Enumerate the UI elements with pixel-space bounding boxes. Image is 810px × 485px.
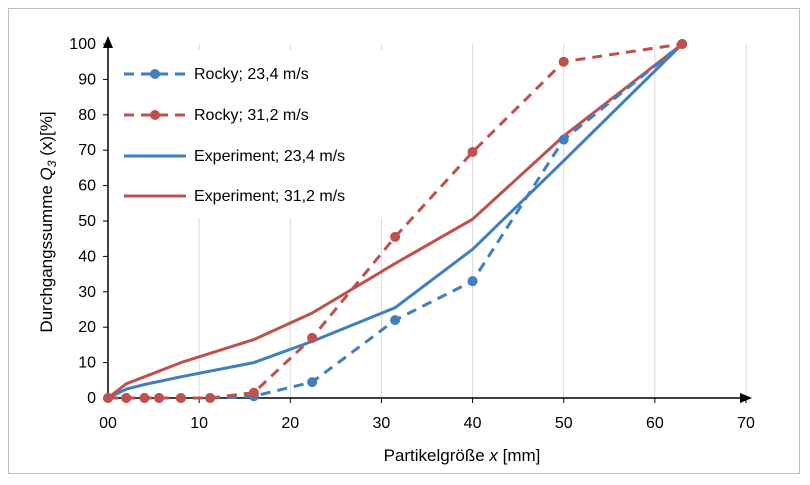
series-layer (103, 39, 688, 403)
legend-label: Rocky; 31,2 m/s (194, 107, 309, 124)
legend-marker (150, 110, 160, 120)
data-point (121, 393, 132, 403)
y-tick-label: 20 (78, 319, 96, 336)
legend-label: Rocky; 23,4 m/s (194, 66, 309, 83)
data-point (139, 393, 150, 403)
legend-marker (150, 69, 160, 79)
data-point (307, 332, 318, 343)
data-point (103, 393, 113, 403)
data-point (307, 377, 318, 388)
legend: Rocky; 23,4 m/s Rocky; 31,2 m/s Experiment… (113, 50, 383, 218)
data-point (154, 393, 165, 403)
series-line (108, 42, 684, 400)
x-tick-label: 00 (99, 415, 117, 432)
x-tick-label: 50 (555, 415, 573, 432)
legend-label: Experiment; 23,4 m/s (194, 148, 345, 165)
data-point (558, 134, 569, 145)
series-line (108, 42, 683, 400)
y-tick-label: 10 (78, 355, 96, 372)
y-tick-label: 0 (87, 390, 96, 407)
data-point (175, 393, 186, 403)
y-tick-label: 100 (69, 36, 96, 53)
y-tick-label: 70 (78, 142, 96, 159)
y-axis-title: Durchgangssumme Q3 (x)[%] (37, 111, 59, 332)
tick-labels: 00 10 20 30 40 50 60 70 0 10 20 30 40 50 60 70 80 90 100 (69, 36, 755, 432)
data-point (390, 315, 401, 326)
y-tick-label: 90 (78, 71, 96, 88)
x-tick-label: 60 (646, 415, 664, 432)
data-point (558, 56, 569, 67)
x-axis-title: Partikelgröße x [mm] (384, 446, 541, 465)
x-tick-label: 30 (373, 415, 391, 432)
y-tick-label: 40 (78, 248, 96, 265)
data-point (205, 393, 216, 403)
legend-label: Experiment; 31,2 m/s (194, 188, 345, 205)
data-point (467, 276, 478, 287)
x-tick-label: 10 (190, 415, 208, 432)
data-point (390, 231, 401, 242)
y-tick-label: 50 (78, 213, 96, 230)
data-point (677, 39, 688, 49)
y-tick-label: 80 (78, 107, 96, 124)
y-tick-label: 30 (78, 284, 96, 301)
y-axis-arrow (103, 36, 113, 48)
x-tick-label: 20 (281, 415, 299, 432)
x-tick-label: 70 (737, 415, 755, 432)
data-point (467, 146, 478, 157)
x-tick-label: 40 (464, 415, 482, 432)
series-line (107, 42, 684, 400)
data-point (248, 387, 259, 398)
series-line (107, 42, 684, 400)
y-tick-label: 60 (78, 178, 96, 195)
